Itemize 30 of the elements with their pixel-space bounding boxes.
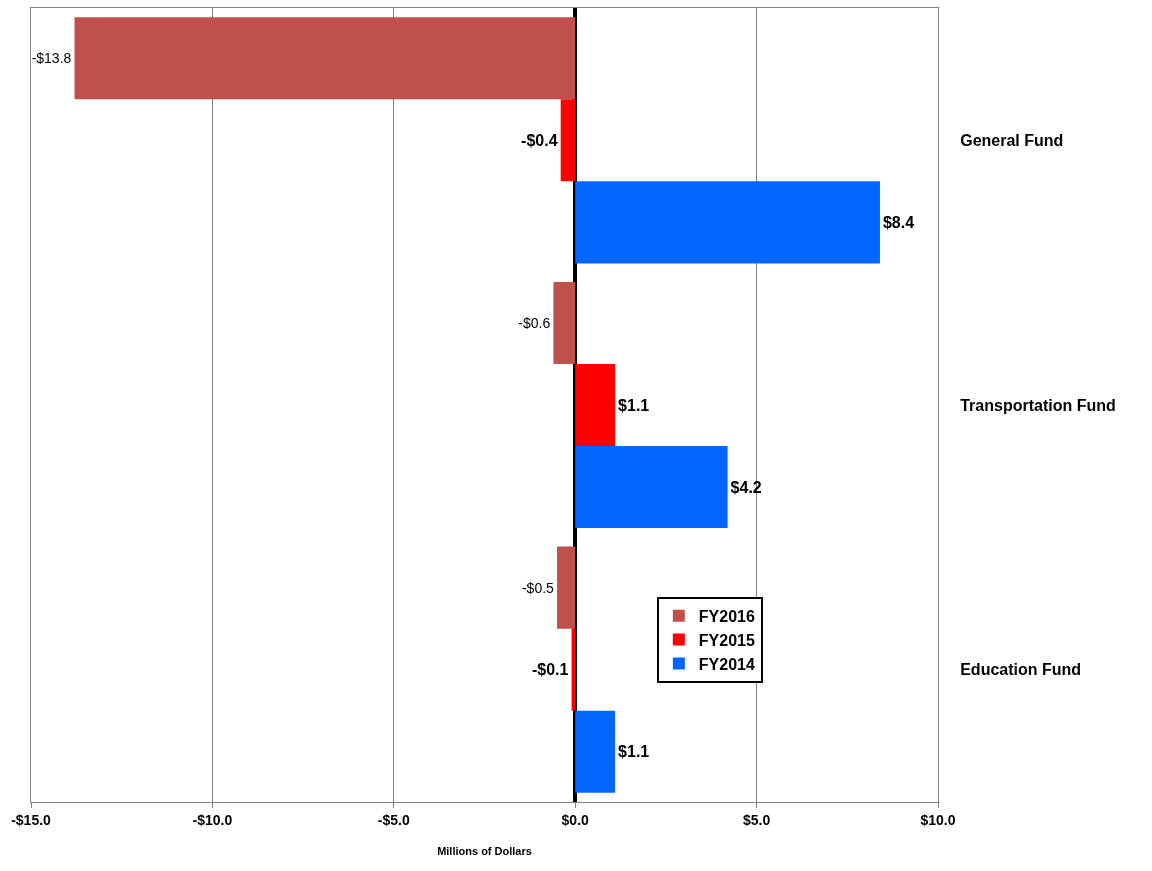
bar [560,99,576,182]
y-tick-label: Education Fund [960,661,1082,679]
x-tick-label: $5.0 [742,811,771,828]
data-label: -$0.1 [532,661,569,679]
x-tick-label: -$5.0 [377,811,410,828]
data-label: $1.1 [618,743,650,761]
x-tick-label: $10.0 [920,811,956,828]
x-tick-label: -$10.0 [192,811,233,828]
data-label: $4.2 [730,478,762,496]
bar [557,546,576,629]
bar [575,363,616,447]
bar [575,710,616,793]
x-tick-label: -$15.0 [11,811,52,828]
data-label: -$0.6 [518,314,551,331]
y-tick-label: General Fund [960,131,1064,149]
legend-label: FY2016 [698,608,755,626]
x-tick-label: $0.0 [561,811,590,828]
data-label: $1.1 [618,396,650,414]
data-label: -$0.4 [521,131,558,149]
x-axis-title: Millions of Dollars [437,845,532,857]
bar [575,181,880,264]
bar [575,446,728,529]
bar [74,17,576,100]
data-label: -$13.8 [31,50,72,67]
legend-label: FY2014 [698,655,755,673]
legend-label: FY2015 [698,631,755,649]
data-label: $8.4 [882,213,915,231]
bar [553,281,576,364]
y-tick-label: Transportation Fund [960,396,1116,414]
data-label: -$0.5 [521,579,555,596]
